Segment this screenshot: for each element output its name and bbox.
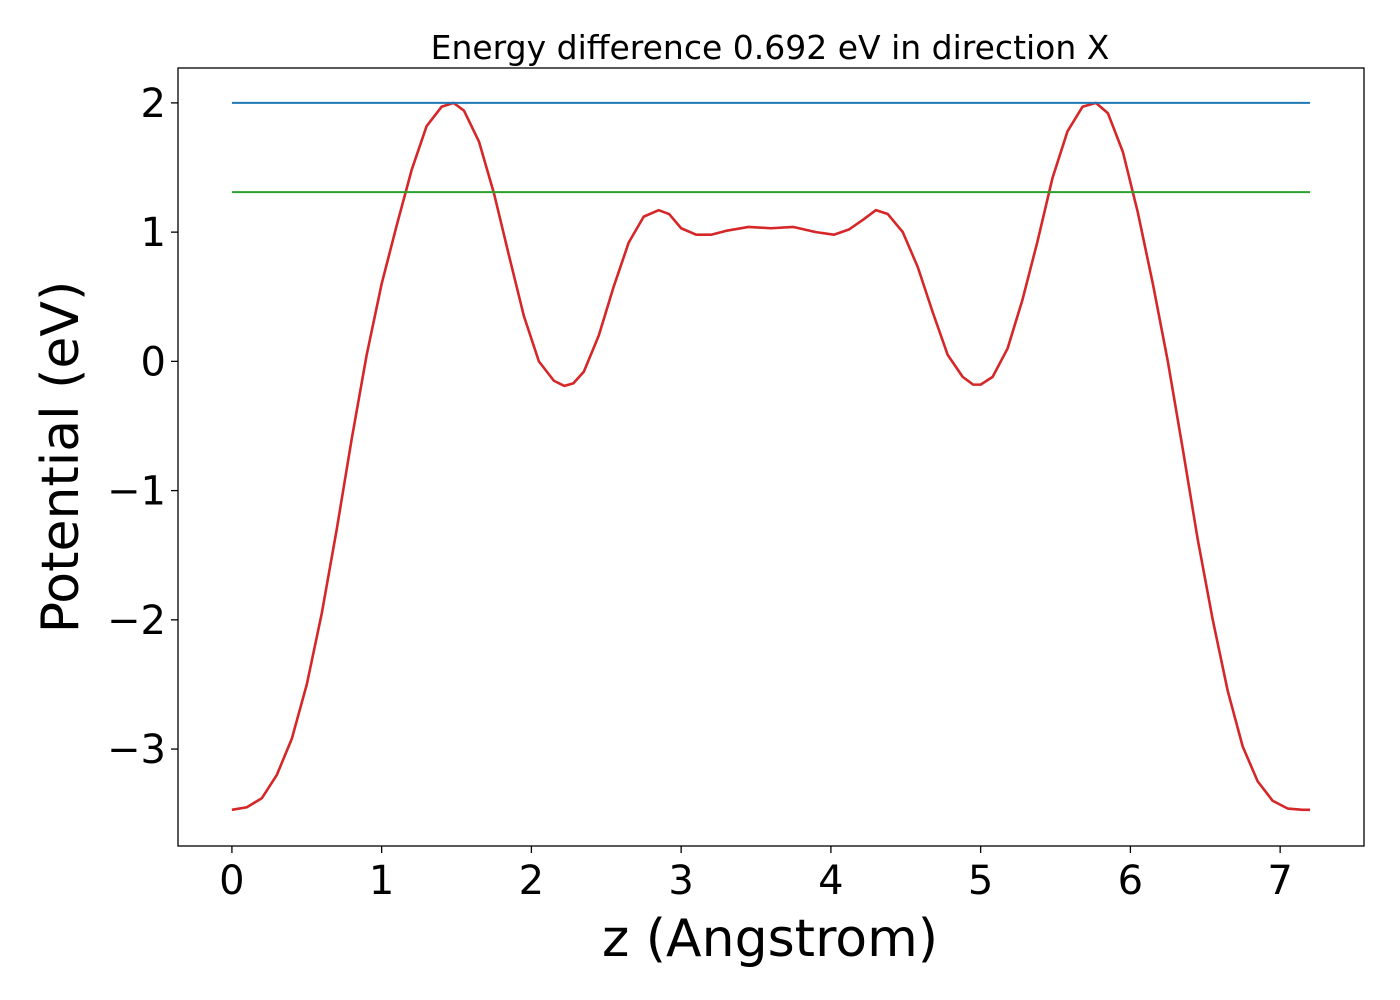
- x-tick-label: 7: [1267, 858, 1292, 904]
- series-layer: [231, 101, 1311, 812]
- x-tick-label: 4: [818, 858, 843, 904]
- chart-title: Energy difference 0.692 eV in direction …: [431, 28, 1110, 67]
- x-axis-ticks: 0 1 2 3 4 5 6 7: [219, 846, 1293, 904]
- x-tick-label: 3: [668, 858, 693, 904]
- x-tick-label: 1: [369, 858, 394, 904]
- y-tick-label: −3: [107, 727, 166, 773]
- x-tick-label: 2: [519, 858, 544, 904]
- y-tick-label: 0: [141, 339, 166, 385]
- y-tick-label: 1: [141, 210, 166, 256]
- y-axis-title: Potential (eV): [31, 281, 91, 633]
- x-tick-label: 5: [968, 858, 993, 904]
- plot-frame: [177, 67, 1365, 847]
- x-tick-label: 0: [219, 858, 244, 904]
- y-tick-label: 2: [141, 81, 166, 127]
- y-tick-label: −1: [107, 469, 166, 515]
- y-tick-label: −2: [107, 598, 166, 644]
- y-axis-ticks: −3 −2 −1 0 1 2: [107, 81, 178, 773]
- x-axis-title: z (Angstrom): [602, 909, 938, 969]
- series-line-0: [231, 101, 1311, 812]
- x-tick-label: 6: [1118, 858, 1143, 904]
